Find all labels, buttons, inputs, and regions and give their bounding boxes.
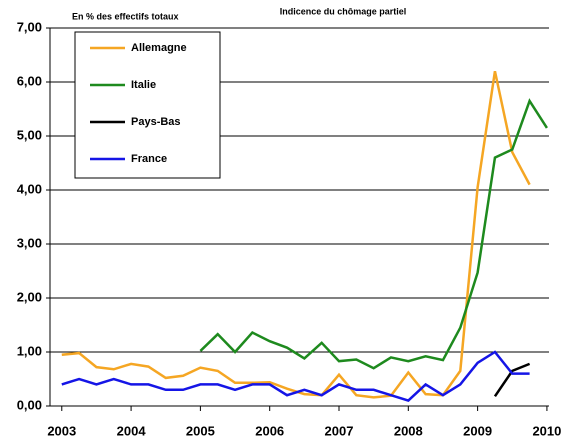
y-tick-label: 6,00 <box>17 73 42 88</box>
x-tick-label: 2003 <box>47 423 76 438</box>
x-tick-label: 2006 <box>255 423 284 438</box>
x-tick-label: 2009 <box>463 423 492 438</box>
y-tick-label: 1,00 <box>17 343 42 358</box>
y-tick-label: 7,00 <box>17 19 42 34</box>
x-tick-label: 2008 <box>394 423 423 438</box>
x-tick-label: 2005 <box>186 423 215 438</box>
x-tick-label: 2007 <box>325 423 354 438</box>
y-tick-label: 4,00 <box>17 181 42 196</box>
legend-label: Italie <box>131 79 156 91</box>
x-tick-label: 2004 <box>117 423 147 438</box>
y-tick-label: 5,00 <box>17 127 42 142</box>
chart-subtitle: En % des effectifs totaux <box>72 11 179 21</box>
series-line <box>61 350 530 403</box>
legend-label: Allemagne <box>131 42 187 54</box>
series-line <box>199 98 548 370</box>
legend-label: Pays-Bas <box>131 116 181 128</box>
series-line <box>493 362 531 397</box>
legend-box <box>74 31 221 179</box>
y-tick-label: 2,00 <box>17 289 42 304</box>
y-tick-label: 0,00 <box>17 397 42 412</box>
legend-label: France <box>131 153 167 165</box>
y-tick-label: 3,00 <box>17 235 42 250</box>
chart-title: Indicence du chômage partiel <box>280 6 407 16</box>
x-tick-label: 2010 <box>532 423 561 438</box>
